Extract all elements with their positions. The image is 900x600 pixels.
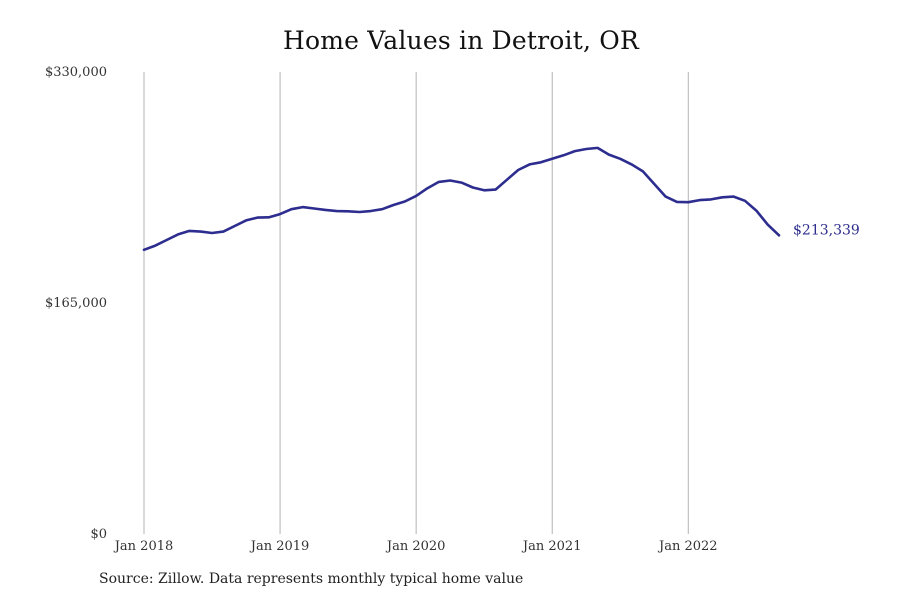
chart-title: Home Values in Detroit, OR — [282, 26, 640, 55]
end-value-label: $213,339 — [793, 222, 860, 238]
x-axis-ticks: Jan 2018 Jan 2019 Jan 2020 Jan 2021 Jan 2022 — [113, 539, 718, 554]
y-tick-label: $165,000 — [45, 296, 107, 311]
series-line-home-value — [142, 146, 781, 252]
gridlines — [143, 72, 689, 534]
y-tick-label: $330,000 — [45, 65, 107, 80]
y-axis-ticks: $330,000 $165,000 $0 — [45, 65, 107, 542]
x-tick-label: Jan 2021 — [521, 539, 582, 554]
x-tick-label: Jan 2018 — [113, 539, 174, 554]
x-tick-label: Jan 2022 — [657, 539, 718, 554]
x-tick-label: Jan 2019 — [249, 539, 310, 554]
source-note: Source: Zillow. Data represents monthly … — [99, 571, 524, 587]
x-tick-label: Jan 2020 — [385, 539, 446, 554]
y-tick-label: $0 — [90, 527, 107, 542]
